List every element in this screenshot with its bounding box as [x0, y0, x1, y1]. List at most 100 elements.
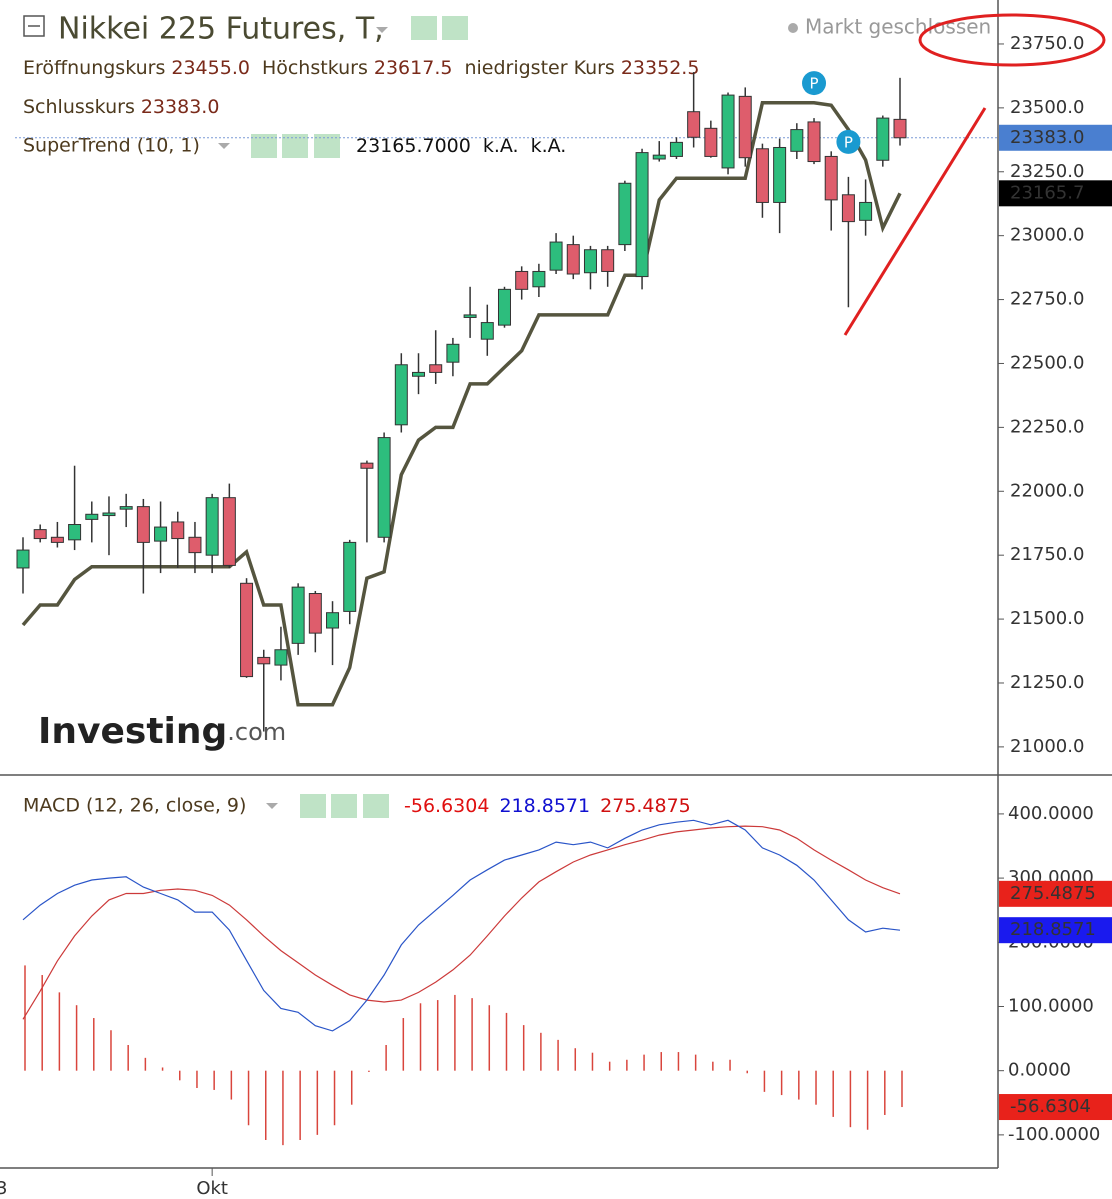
- y-tick-label: 23250.0: [1010, 161, 1084, 182]
- candle-body: [68, 524, 82, 541]
- overlay-legend-value: 23165.7000 k.A. k.A.: [356, 135, 566, 157]
- y-tick-label: 400.0000: [1008, 803, 1094, 824]
- macd-value: 218.8571: [499, 795, 590, 817]
- low-label: niedrigster Kurs: [464, 57, 614, 79]
- ohlc-legend: Eröffnungskurs 23455.0 Höchstkurs 23617.5 ni…: [23, 57, 699, 79]
- candle-body: [326, 612, 340, 629]
- gear-icon[interactable]: [331, 794, 357, 818]
- price-badge: [999, 124, 1112, 151]
- y-tick-label: 23750.0: [1010, 33, 1084, 54]
- candle-body: [257, 656, 271, 665]
- candle-body: [291, 586, 305, 644]
- candle-body: [343, 541, 357, 612]
- candle-body: [618, 182, 632, 246]
- candle-body: [601, 249, 615, 272]
- overlay-value: 23165.7000: [356, 135, 471, 157]
- candle-body: [154, 526, 168, 542]
- candle-body: [773, 146, 787, 203]
- annotation-line: [843, 107, 987, 336]
- y-tick-label: 100.0000: [1008, 995, 1094, 1016]
- collapse-icon[interactable]: [23, 15, 45, 37]
- y-tick-label: 0.0000: [1008, 1060, 1071, 1081]
- signal-value: 275.4875: [600, 795, 691, 817]
- x-tick-label: Okt: [196, 1178, 228, 1199]
- candle-body: [171, 521, 185, 540]
- overlay-badge-label: 23165.7: [1010, 182, 1084, 203]
- candle-body: [394, 364, 408, 426]
- y-tick-label: -100.0000: [1008, 1124, 1100, 1145]
- macd-line: [22, 819, 901, 1032]
- candle-body: [50, 536, 64, 543]
- candle-body: [704, 127, 718, 157]
- candle-body: [102, 512, 116, 517]
- candle-body: [841, 194, 855, 223]
- marker: [802, 71, 827, 96]
- macd-legend-name: MACD (12, 26, close, 9): [23, 795, 246, 817]
- status-dot: [788, 23, 798, 33]
- macd-badge-label: 218.8571: [1010, 919, 1096, 940]
- dropdown-icon[interactable]: [218, 143, 230, 149]
- candle-body: [85, 513, 99, 520]
- y-tick-label: 22000.0: [1010, 480, 1084, 501]
- candle-body: [532, 270, 546, 288]
- candle-body: [205, 497, 219, 556]
- candle-body: [549, 241, 563, 271]
- candle-body: [33, 529, 47, 540]
- macd-legend-values: -56.6304 218.8571 275.4875: [404, 795, 691, 817]
- candle-body: [687, 111, 701, 138]
- watermark-main: Investing: [38, 711, 227, 752]
- chart-title: Nikkei 225 Futures, T,: [58, 12, 384, 47]
- price-badge-label: 23383.0: [1010, 127, 1084, 148]
- high-value: 23617.5: [374, 57, 453, 79]
- watermark-suffix: .com: [227, 718, 286, 746]
- candle-body: [790, 129, 804, 152]
- histogram-badge-label: -56.6304: [1010, 1096, 1091, 1117]
- gear-icon[interactable]: [442, 16, 468, 40]
- overlay-badge: [999, 180, 1112, 207]
- candle-body: [222, 497, 236, 566]
- overlay-extra: k.A.: [483, 135, 519, 157]
- close-value: 23383.0: [141, 96, 220, 118]
- candle-body: [515, 270, 529, 290]
- candle-body: [240, 582, 254, 678]
- histogram-badge: [999, 1094, 1112, 1121]
- close-icon[interactable]: [363, 794, 389, 818]
- candle-body: [360, 462, 374, 469]
- candle-body: [669, 141, 683, 157]
- dropdown-icon[interactable]: [266, 803, 278, 809]
- close-legend: Schlusskurs 23383.0: [23, 96, 219, 118]
- candle-body: [429, 364, 443, 373]
- supertrend-line: [21, 101, 902, 707]
- overlay-extra: k.A.: [531, 135, 567, 157]
- x-tick-label: 3: [0, 1178, 7, 1199]
- candle-body: [412, 371, 426, 377]
- candle-body: [16, 549, 30, 569]
- open-label: Eröffnungskurs: [23, 57, 165, 79]
- y-tick-label: 21750.0: [1010, 544, 1084, 565]
- macd-badge: [999, 917, 1112, 944]
- candle-body: [274, 649, 288, 666]
- close-label: Schlusskurs: [23, 96, 135, 118]
- candle-body: [497, 288, 511, 326]
- candle-body: [566, 244, 580, 275]
- y-tick-label: 22250.0: [1010, 416, 1084, 437]
- eye-icon[interactable]: [300, 794, 326, 818]
- open-value: 23455.0: [171, 57, 250, 79]
- candle-body: [876, 117, 890, 161]
- candle-body: [377, 437, 391, 538]
- candle-body: [635, 152, 649, 278]
- candle-body: [308, 593, 322, 634]
- signal-line: [22, 825, 901, 1020]
- watermark: Investing.com: [38, 711, 286, 752]
- candle-body: [446, 343, 460, 363]
- candle-body: [188, 536, 202, 554]
- candle-body: [136, 506, 150, 543]
- plot-layer: 21000.0 21250.0 21500.0 21750.0 22000.0 22250…: [0, 33, 1112, 1199]
- eye-icon[interactable]: [411, 16, 437, 40]
- candle-body: [480, 322, 494, 340]
- dropdown-icon[interactable]: [376, 27, 388, 33]
- high-label: Höchstkurs: [262, 57, 368, 79]
